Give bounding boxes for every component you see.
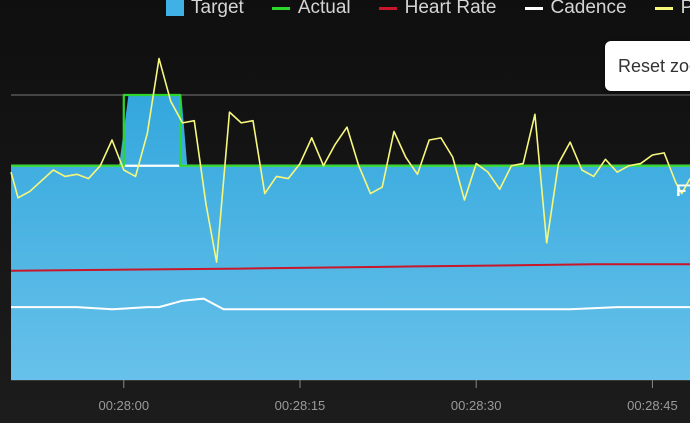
cadence-swatch-icon [524, 6, 543, 10]
legend-item-target[interactable]: Target [166, 0, 244, 19]
legend-item-actual[interactable]: Actual [271, 0, 351, 19]
legend-item-cadence[interactable]: Cadence [524, 0, 627, 19]
x-tick-label: 00:28:00 [98, 398, 149, 413]
legend-label-cadence: Cadence [550, 0, 627, 18]
ftp-marker-label: FT [676, 181, 690, 200]
series-actual-line [11, 93, 690, 167]
x-tick-label: 00:28:45 [627, 398, 678, 413]
target-swatch-icon [166, 0, 184, 16]
power-swatch-icon [654, 6, 673, 10]
series-heart-rate-line [10, 263, 690, 272]
legend-label-heart-rate: Heart Rate [404, 0, 497, 18]
reset-zoom-button[interactable]: Reset zoom [605, 41, 690, 91]
chart-legend: Target Actual Heart Rate Cadence P [166, 0, 690, 19]
legend-item-heart-rate[interactable]: Heart Rate [378, 0, 497, 19]
legend-label-target: Target [191, 0, 244, 18]
series-cadence-line [11, 297, 690, 311]
heart-rate-swatch-icon [378, 6, 397, 10]
legend-item-power[interactable]: P [654, 0, 690, 19]
legend-label-actual: Actual [297, 0, 351, 18]
x-tick-label: 00:28:15 [275, 398, 326, 413]
actual-swatch-icon [271, 6, 290, 10]
series-power-line [10, 57, 690, 263]
x-tick-label: 00:28:30 [451, 398, 502, 413]
legend-label-power: P [680, 0, 690, 18]
